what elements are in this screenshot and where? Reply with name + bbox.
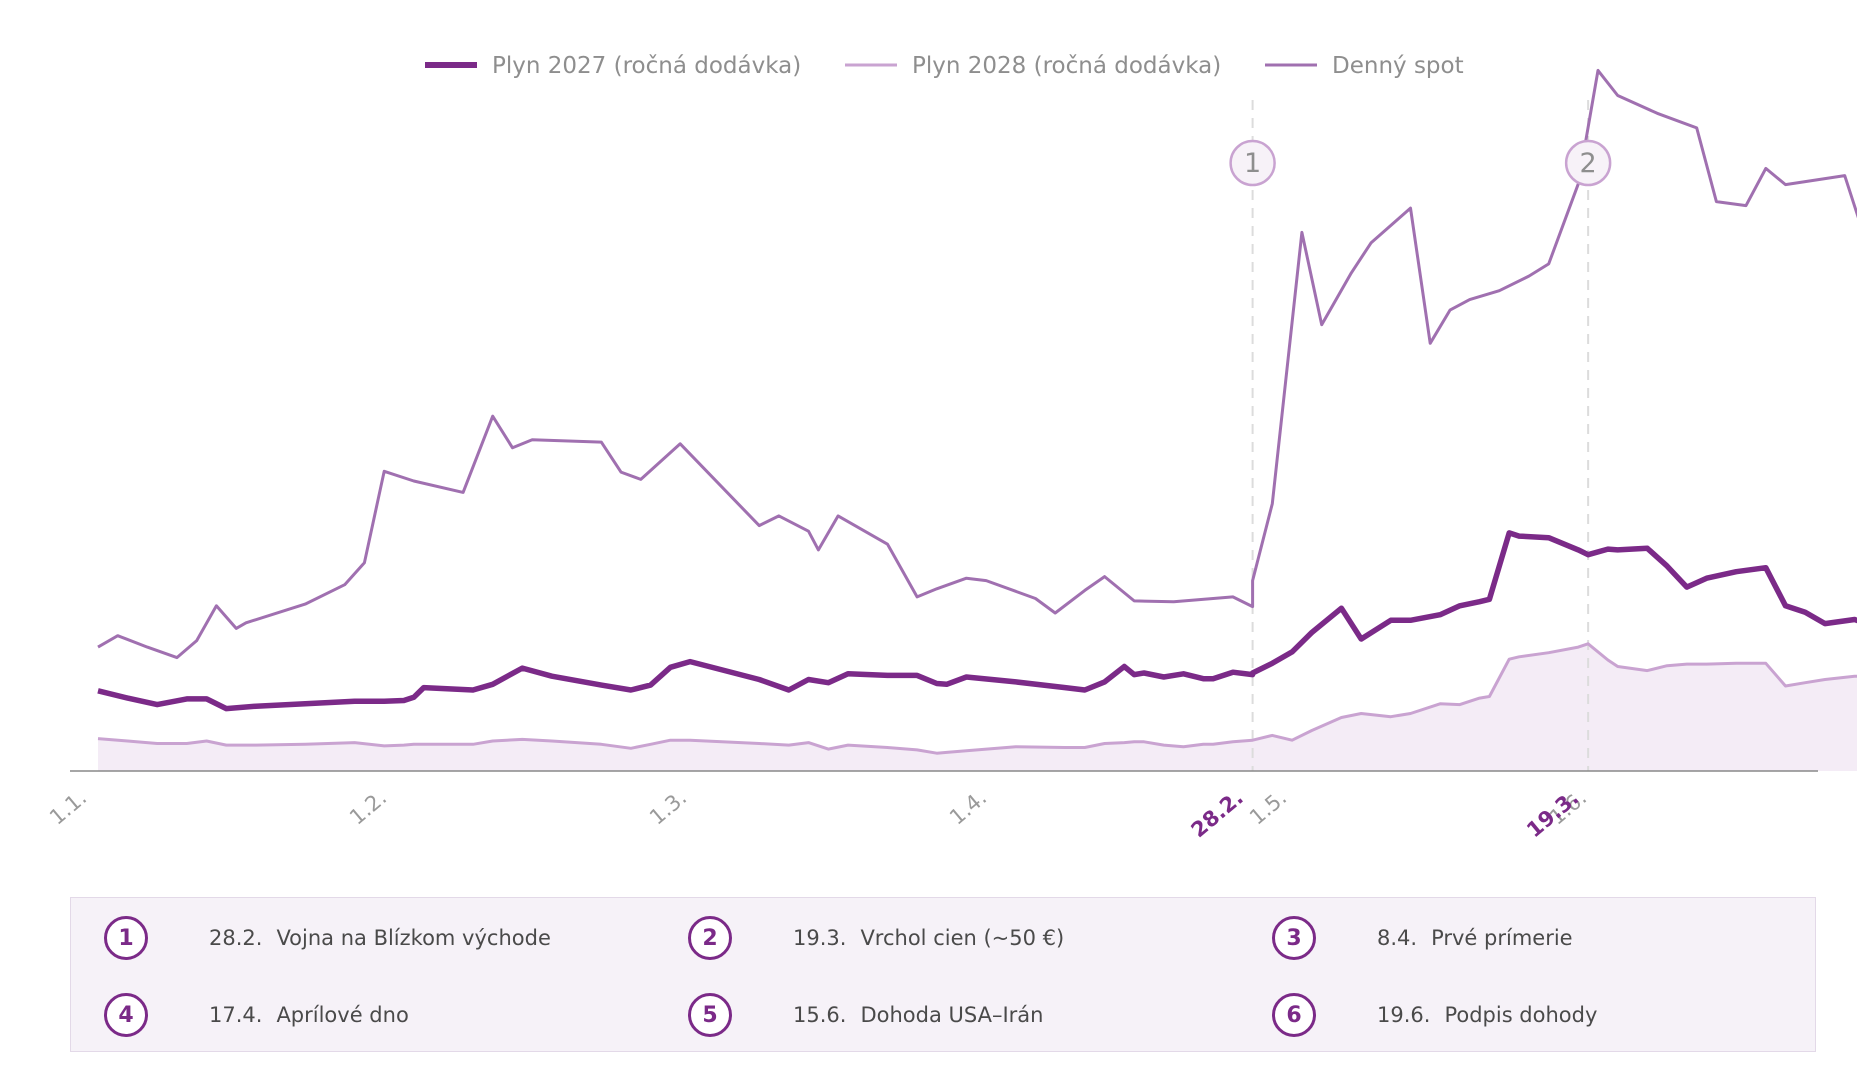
event-badge: 6 <box>1272 993 1316 1037</box>
series-2028-area <box>98 643 1857 771</box>
event-date: 15.6. <box>793 1003 847 1027</box>
event-badge: 3 <box>1272 916 1316 960</box>
x-tick-label: 1.1. <box>45 785 91 829</box>
event-marker-circle-1 <box>1229 139 1276 187</box>
event-date: 8.4. <box>1377 926 1418 950</box>
event-label: Podpis dohody <box>1444 1003 1598 1027</box>
event-badge: 1 <box>104 916 148 960</box>
event-label: Vojna na Blízkom východe <box>276 926 551 950</box>
series-line-2028 <box>97 642 1857 755</box>
event-marker-circle-2 <box>1564 139 1612 187</box>
event-date-tick-1: 28.2. <box>1187 785 1248 842</box>
event-item-3: 3 8.4. Prvé prímerie <box>1272 913 1573 963</box>
x-tick-label: 1.2. <box>345 785 391 829</box>
x-tick-label: 1.3. <box>645 785 691 829</box>
x-tick-label: 1.4. <box>945 785 991 829</box>
event-label: Dohoda USA–Irán <box>860 1003 1044 1027</box>
event-badge: 2 <box>688 916 732 960</box>
event-marker-number-2: 2 <box>1580 148 1597 179</box>
events-legend-panel: 1 28.2. Vojna na Blízkom východe 2 19.3.… <box>70 897 1816 1052</box>
event-label: Vrchol cien (~50 €) <box>860 926 1065 950</box>
event-badge: 5 <box>688 993 732 1037</box>
legend-label-3: Denný spot <box>1332 53 1464 79</box>
series-line-2027 <box>97 530 1857 712</box>
event-item-6: 6 19.6. Podpis dohody <box>1272 990 1597 1040</box>
event-marker-number-1: 1 <box>1244 148 1261 179</box>
event-item-1: 1 28.2. Vojna na Blízkom východe <box>104 913 551 963</box>
legend-label-2: Plyn 2028 (ročná dodávka) <box>912 53 1221 79</box>
x-tick-label: 1.5. <box>1245 785 1291 829</box>
event-item-4: 4 17.4. Aprílové dno <box>104 990 409 1040</box>
series-line-spot <box>97 68 1857 660</box>
event-item-2: 2 19.3. Vrchol cien (~50 €) <box>688 913 1064 963</box>
event-item-5: 5 15.6. Dohoda USA–Irán <box>688 990 1043 1040</box>
event-date: 19.3. <box>793 926 847 950</box>
event-label: Prvé prímerie <box>1431 926 1573 950</box>
legend-label-1: Plyn 2027 (ročná dodávka) <box>492 53 801 79</box>
event-date: 19.6. <box>1377 1003 1431 1027</box>
event-date: 28.2. <box>209 926 263 950</box>
event-date: 17.4. <box>209 1003 263 1027</box>
event-label: Aprílové dno <box>276 1003 409 1027</box>
event-badge: 4 <box>104 993 148 1037</box>
